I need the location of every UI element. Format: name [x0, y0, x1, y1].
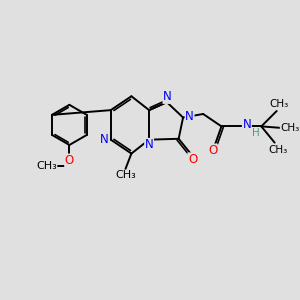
- Text: N: N: [163, 90, 172, 103]
- Text: N: N: [100, 133, 109, 146]
- Text: N: N: [185, 110, 194, 122]
- Text: CH₃: CH₃: [36, 160, 57, 171]
- Text: N: N: [242, 118, 251, 131]
- Text: H: H: [252, 128, 260, 138]
- Text: O: O: [188, 153, 197, 166]
- Text: O: O: [65, 154, 74, 167]
- Text: CH₃: CH₃: [269, 99, 289, 109]
- Text: CH₃: CH₃: [115, 170, 136, 180]
- Text: O: O: [208, 144, 217, 157]
- Text: CH₃: CH₃: [280, 123, 300, 133]
- Text: N: N: [145, 139, 154, 152]
- Text: CH₃: CH₃: [268, 145, 287, 155]
